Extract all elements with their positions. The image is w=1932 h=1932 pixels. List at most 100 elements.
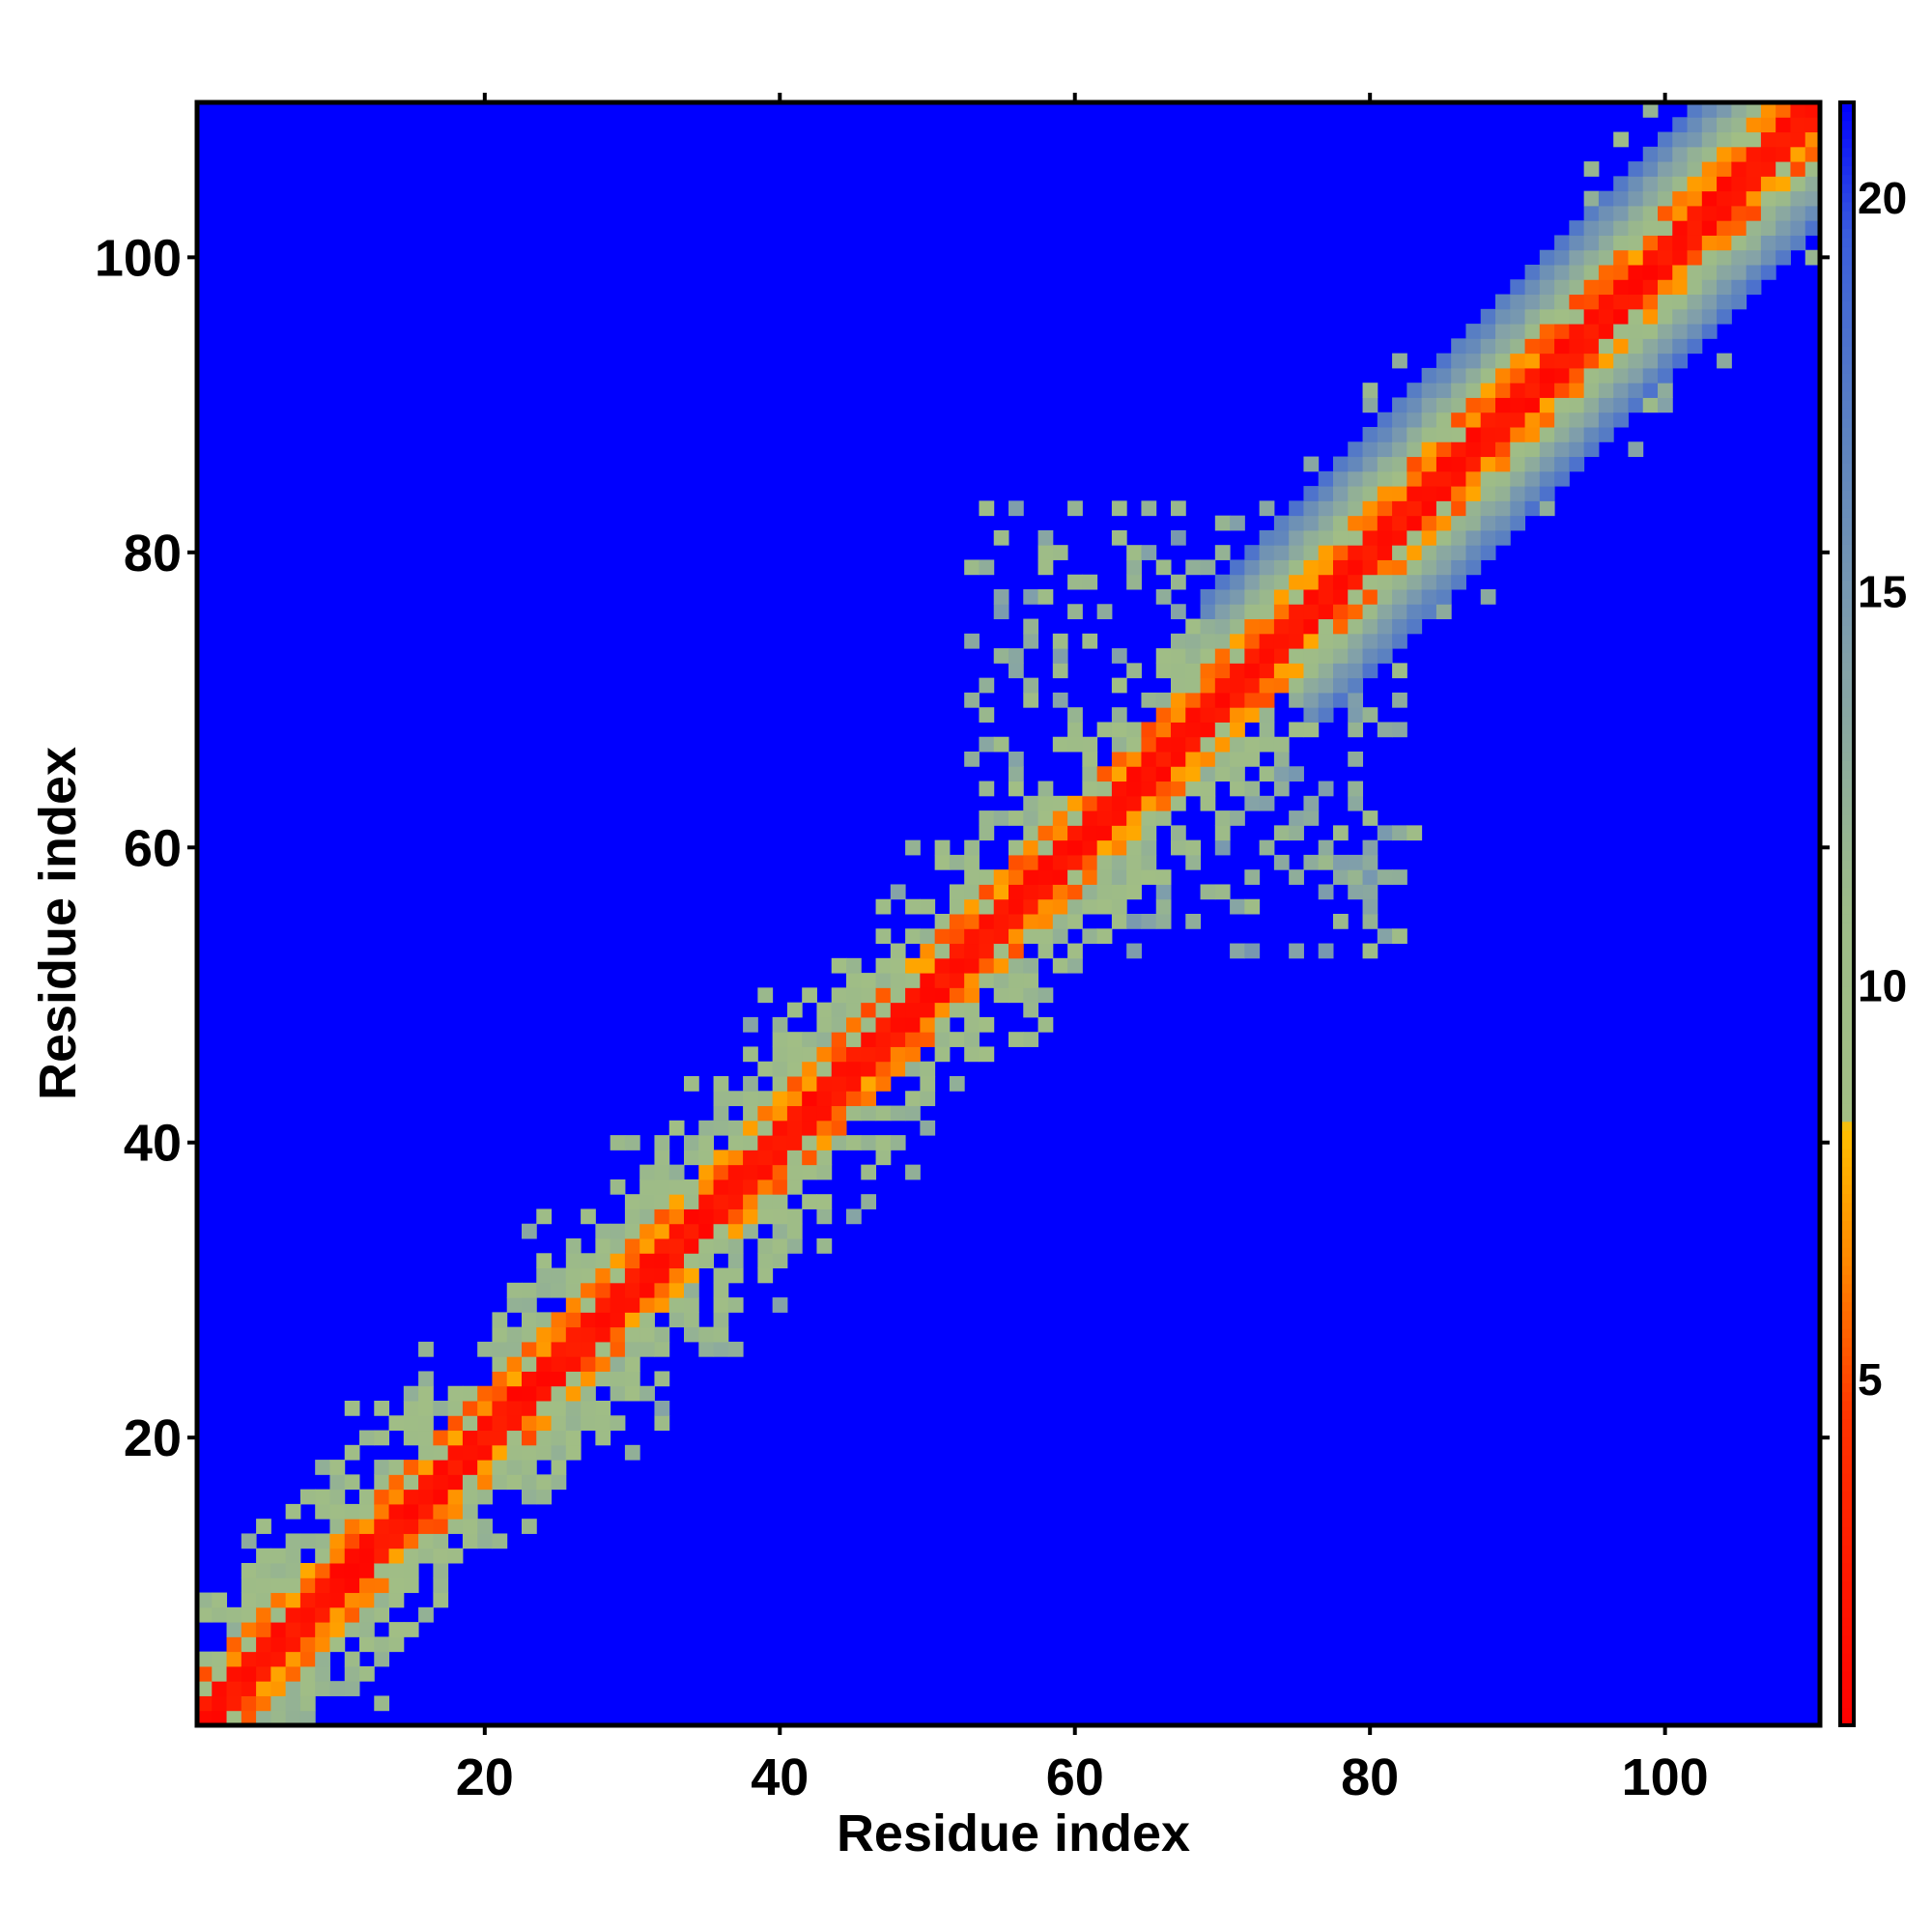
heatmap-cell	[403, 1548, 419, 1564]
heatmap-cell	[1524, 470, 1541, 487]
heatmap-cell	[668, 1253, 685, 1269]
heatmap-cell	[1318, 648, 1334, 664]
colorbar-segment	[1840, 409, 1854, 419]
heatmap-cell	[1495, 412, 1511, 428]
heatmap-cell	[1776, 220, 1791, 236]
heatmap-cell	[1465, 500, 1482, 517]
heatmap-cell	[1731, 131, 1747, 148]
heatmap-cell	[1230, 810, 1245, 826]
heatmap-cell	[831, 1105, 847, 1122]
heatmap-cell	[1230, 663, 1245, 679]
heatmap-cell	[1318, 589, 1334, 605]
colorbar-segment	[1840, 1391, 1854, 1402]
heatmap-cell	[374, 1636, 390, 1653]
heatmap-cell	[757, 1135, 774, 1151]
heatmap-cell	[1392, 618, 1407, 635]
colorbar-segment	[1840, 355, 1854, 365]
heatmap-cell	[743, 1150, 758, 1166]
heatmap-cell	[1377, 618, 1393, 635]
heatmap-cell	[522, 1282, 537, 1298]
heatmap-cell	[1200, 663, 1216, 679]
heatmap-cell	[1185, 633, 1202, 649]
colorbar-segment	[1840, 968, 1854, 978]
heatmap-cell	[536, 1489, 553, 1505]
heatmap-cell	[492, 1356, 508, 1372]
heatmap-cell	[1451, 353, 1466, 369]
heatmap-cell	[1539, 338, 1555, 355]
heatmap-cell	[299, 1606, 316, 1623]
heatmap-cell	[1377, 604, 1393, 620]
heatmap-cell	[964, 633, 980, 649]
heatmap-cell	[890, 1135, 906, 1151]
heatmap-cell	[299, 1710, 316, 1726]
heatmap-cell	[1377, 441, 1393, 458]
heatmap-cell	[668, 1282, 685, 1298]
heatmap-cell	[285, 1622, 301, 1637]
heatmap-cell	[1746, 220, 1762, 236]
colorbar-segment	[1840, 562, 1854, 572]
heatmap-cell	[861, 1091, 877, 1107]
heatmap-cell	[477, 1430, 493, 1446]
colorbar-segment	[1840, 129, 1854, 139]
heatmap-cell	[846, 1105, 862, 1122]
heatmap-cell	[727, 1120, 744, 1136]
heatmap-cell	[1687, 308, 1703, 325]
heatmap-cell	[433, 1474, 449, 1491]
heatmap-cell	[1318, 574, 1334, 590]
heatmap-cell	[1613, 353, 1629, 369]
heatmap-cell	[1037, 559, 1054, 576]
colorbar-segment	[1840, 1049, 1854, 1059]
heatmap-cell	[1259, 618, 1275, 635]
heatmap-cell	[1273, 545, 1290, 560]
heatmap-cell	[1303, 648, 1320, 664]
colorbar-segment	[1840, 877, 1854, 888]
heatmap-cell	[1554, 294, 1570, 310]
heatmap-cell	[1141, 781, 1157, 797]
heatmap-cell	[1642, 176, 1659, 192]
heatmap-cell	[1023, 869, 1039, 885]
heatmap-cell	[256, 1651, 271, 1667]
colorbar-segment	[1840, 1634, 1854, 1645]
heatmap-cell	[639, 1297, 655, 1313]
heatmap-cell	[1214, 766, 1231, 782]
heatmap-cell	[403, 1503, 419, 1520]
heatmap-cell	[1717, 176, 1732, 192]
heatmap-cell	[1126, 810, 1142, 826]
heatmap-cell	[1672, 265, 1689, 280]
heatmap-cell	[1628, 279, 1644, 296]
heatmap-cell	[890, 1032, 906, 1047]
heatmap-cell	[993, 957, 1009, 974]
heatmap-cell	[1244, 545, 1261, 560]
heatmap-cell	[1583, 324, 1600, 339]
heatmap-cell	[1200, 722, 1216, 738]
heatmap-cell	[1126, 663, 1142, 679]
heatmap-cell	[1126, 943, 1142, 959]
heatmap-cell	[1421, 456, 1437, 472]
colorbar-segment	[1840, 1518, 1854, 1528]
heatmap-cell	[1289, 633, 1304, 649]
heatmap-cell	[1628, 249, 1644, 266]
heatmap-cell	[713, 1326, 729, 1343]
heatmap-cell	[1510, 515, 1526, 531]
heatmap-cell	[1023, 884, 1039, 900]
heatmap-cell	[1421, 486, 1437, 501]
heatmap-cell	[713, 1120, 729, 1136]
colorbar-segment	[1840, 1545, 1854, 1555]
colorbar-frame	[1838, 100, 1856, 1727]
colorbar-segment	[1840, 904, 1854, 915]
heatmap-cell	[1141, 500, 1157, 517]
colorbar-segment	[1840, 923, 1854, 933]
heatmap-cell	[1289, 943, 1304, 959]
heatmap-cell	[1421, 604, 1437, 620]
colorbar-segment	[1840, 742, 1854, 753]
heatmap-cell	[1362, 515, 1378, 531]
heatmap-cell	[299, 1681, 316, 1696]
heatmap-cell	[388, 1460, 405, 1475]
heatmap-cell	[1348, 618, 1364, 635]
heatmap-cell	[1362, 456, 1378, 472]
heatmap-cell	[1273, 589, 1290, 605]
heatmap-cell	[1495, 294, 1511, 310]
heatmap-cell	[1155, 869, 1172, 885]
heatmap-cell	[1717, 146, 1732, 162]
heatmap-cell	[256, 1710, 271, 1726]
